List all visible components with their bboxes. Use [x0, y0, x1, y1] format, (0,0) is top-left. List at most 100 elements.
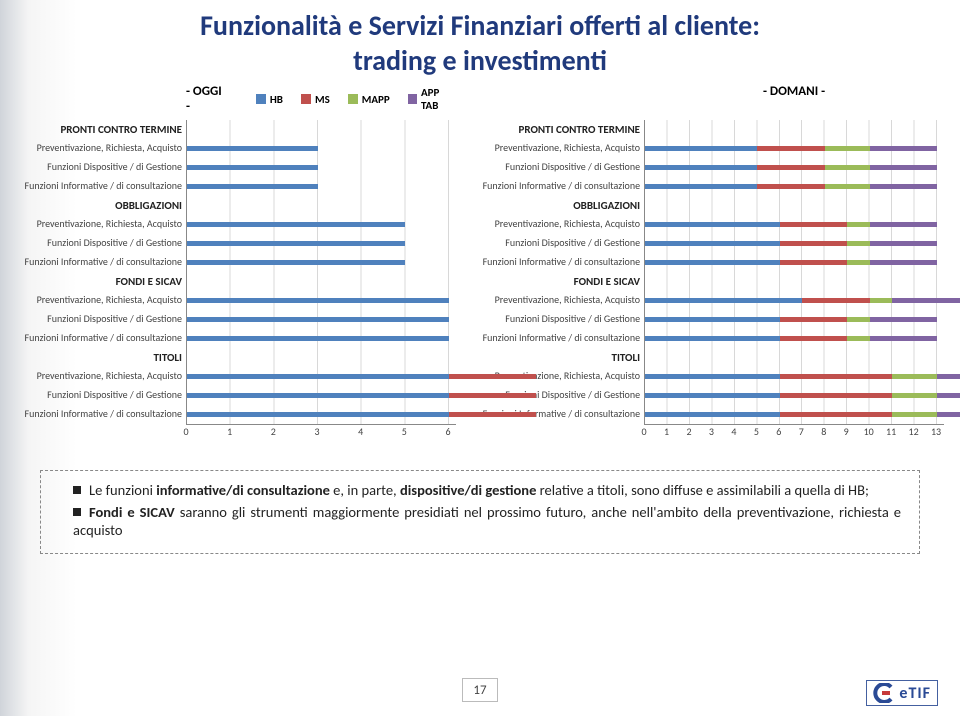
axis-tick: 13 [931, 425, 941, 438]
x-axis: 0123456 [8, 424, 456, 442]
category-label: Funzioni Dispositive / di Gestione [8, 238, 186, 249]
bar-hb [645, 260, 780, 265]
axis-tick: 8 [821, 425, 826, 438]
bar-hb [187, 412, 449, 417]
bar-app [870, 146, 937, 151]
chart-row: TITOLI [8, 348, 456, 367]
chart-row: Funzioni Informative / di consultazione [466, 253, 944, 272]
bars-cell [186, 120, 456, 139]
bar-hb [187, 260, 405, 265]
bars-cell [186, 158, 456, 177]
chart-row: FONDI E SICAV [8, 272, 456, 291]
bar-hb [645, 165, 757, 170]
bar-hb [645, 298, 802, 303]
notes-box: Le funzioni informative/di consultazione… [40, 470, 920, 554]
bars-cell [644, 215, 944, 234]
bar-hb [187, 336, 449, 341]
chart-row: Funzioni Dispositive / di Gestione [466, 310, 944, 329]
chart-row: OBBLIGAZIONI [8, 196, 456, 215]
charts-area: PRONTI CONTRO TERMINE Preventivazione, Ri… [0, 116, 960, 442]
bar-hb [187, 374, 449, 379]
bar-ms [780, 241, 847, 246]
category-label: Funzioni Dispositive / di Gestione [466, 314, 644, 325]
bar-mapp [847, 317, 869, 322]
axis-tick: 12 [909, 425, 919, 438]
axis-tick: 1 [664, 425, 669, 438]
title-line-1: Funzionalità e Servizi Finanziari offert… [0, 8, 960, 43]
axis-tick: 1 [227, 425, 232, 438]
chart-row: PRONTI CONTRO TERMINE [466, 120, 944, 139]
chart-row: PRONTI CONTRO TERMINE [8, 120, 456, 139]
chart-row: Preventivazione, Richiesta, Acquisto [466, 215, 944, 234]
logo-c-icon [873, 683, 895, 703]
bars-cell [644, 272, 944, 291]
section-label: OBBLIGAZIONI [466, 200, 644, 212]
bar-ms [780, 317, 847, 322]
bars-cell [186, 291, 456, 310]
bar-mapp [892, 374, 937, 379]
legend-item: HB [256, 93, 283, 106]
category-label: Preventivazione, Richiesta, Acquisto [8, 219, 186, 230]
axis-tick: 6 [776, 425, 781, 438]
legend-item: MS [301, 93, 330, 106]
category-label: Funzioni Dispositive / di Gestione [8, 314, 186, 325]
legend-label: MS [315, 93, 330, 106]
category-label: Preventivazione, Richiesta, Acquisto [466, 295, 644, 306]
bar-app [870, 165, 937, 170]
legend-item: APP TAB [408, 86, 456, 112]
axis-tick: 6 [445, 425, 450, 438]
category-label: Preventivazione, Richiesta, Acquisto [8, 371, 186, 382]
section-label: FONDI E SICAV [8, 276, 186, 288]
axis-tick: 10 [864, 425, 874, 438]
legend-label: APP TAB [421, 86, 456, 112]
bar-hb [187, 165, 318, 170]
bar-hb [645, 146, 757, 151]
axis-tick: 2 [271, 425, 276, 438]
axis-tick: 0 [183, 425, 188, 438]
bar-hb [645, 393, 780, 398]
bar-ms [780, 336, 847, 341]
axis-tick: 2 [686, 425, 691, 438]
category-label: Funzioni Informative / di consultazione [8, 409, 186, 420]
category-label: Funzioni Informative / di consultazione [8, 333, 186, 344]
cetif-logo: eTIF [866, 680, 938, 706]
chart-legend: HBMSMAPPAPP TAB [256, 86, 456, 112]
bars-cell [186, 177, 456, 196]
chart-row: Funzioni Dispositive / di Gestione [8, 310, 456, 329]
bar-mapp [825, 146, 870, 151]
bars-cell [644, 367, 944, 386]
bar-mapp [892, 412, 937, 417]
legend-swatch [348, 94, 358, 104]
axis-tick: 4 [358, 425, 363, 438]
bar-mapp [847, 222, 869, 227]
bars-cell [186, 234, 456, 253]
category-label: Funzioni Informative / di consultazione [466, 333, 644, 344]
bars-cell [186, 405, 456, 424]
bars-cell [644, 196, 944, 215]
note-item: Fondi e SICAV saranno gli strumenti magg… [73, 503, 901, 539]
bars-cell [186, 386, 456, 405]
chart-domani: PRONTI CONTRO TERMINE Preventivazione, Ri… [466, 120, 944, 442]
title-line-2: trading e investimenti [0, 43, 960, 78]
chart-row: Funzioni Informative / di consultazione [8, 405, 456, 424]
category-label: Preventivazione, Richiesta, Acquisto [466, 219, 644, 230]
category-label: Funzioni Informative / di consultazione [8, 257, 186, 268]
axis-tick: 0 [642, 425, 647, 438]
bars-cell [186, 310, 456, 329]
charts-header-row: - OGGI - HBMSMAPPAPP TAB - DOMANI - [0, 80, 960, 116]
chart-row: Funzioni Dispositive / di Gestione [466, 234, 944, 253]
bar-ms [449, 412, 536, 417]
bar-mapp [847, 260, 869, 265]
chart-row: Preventivazione, Richiesta, Acquisto [8, 215, 456, 234]
bars-cell [644, 177, 944, 196]
chart-row: Funzioni Dispositive / di Gestione [466, 158, 944, 177]
bar-mapp [825, 184, 870, 189]
axis-tick: 5 [402, 425, 407, 438]
chart-row: Preventivazione, Richiesta, Acquisto [466, 291, 944, 310]
bar-mapp [825, 165, 870, 170]
bars-cell [644, 329, 944, 348]
bars-cell [186, 196, 456, 215]
bar-hb [645, 184, 757, 189]
bar-app [870, 222, 937, 227]
bar-ms [757, 165, 824, 170]
